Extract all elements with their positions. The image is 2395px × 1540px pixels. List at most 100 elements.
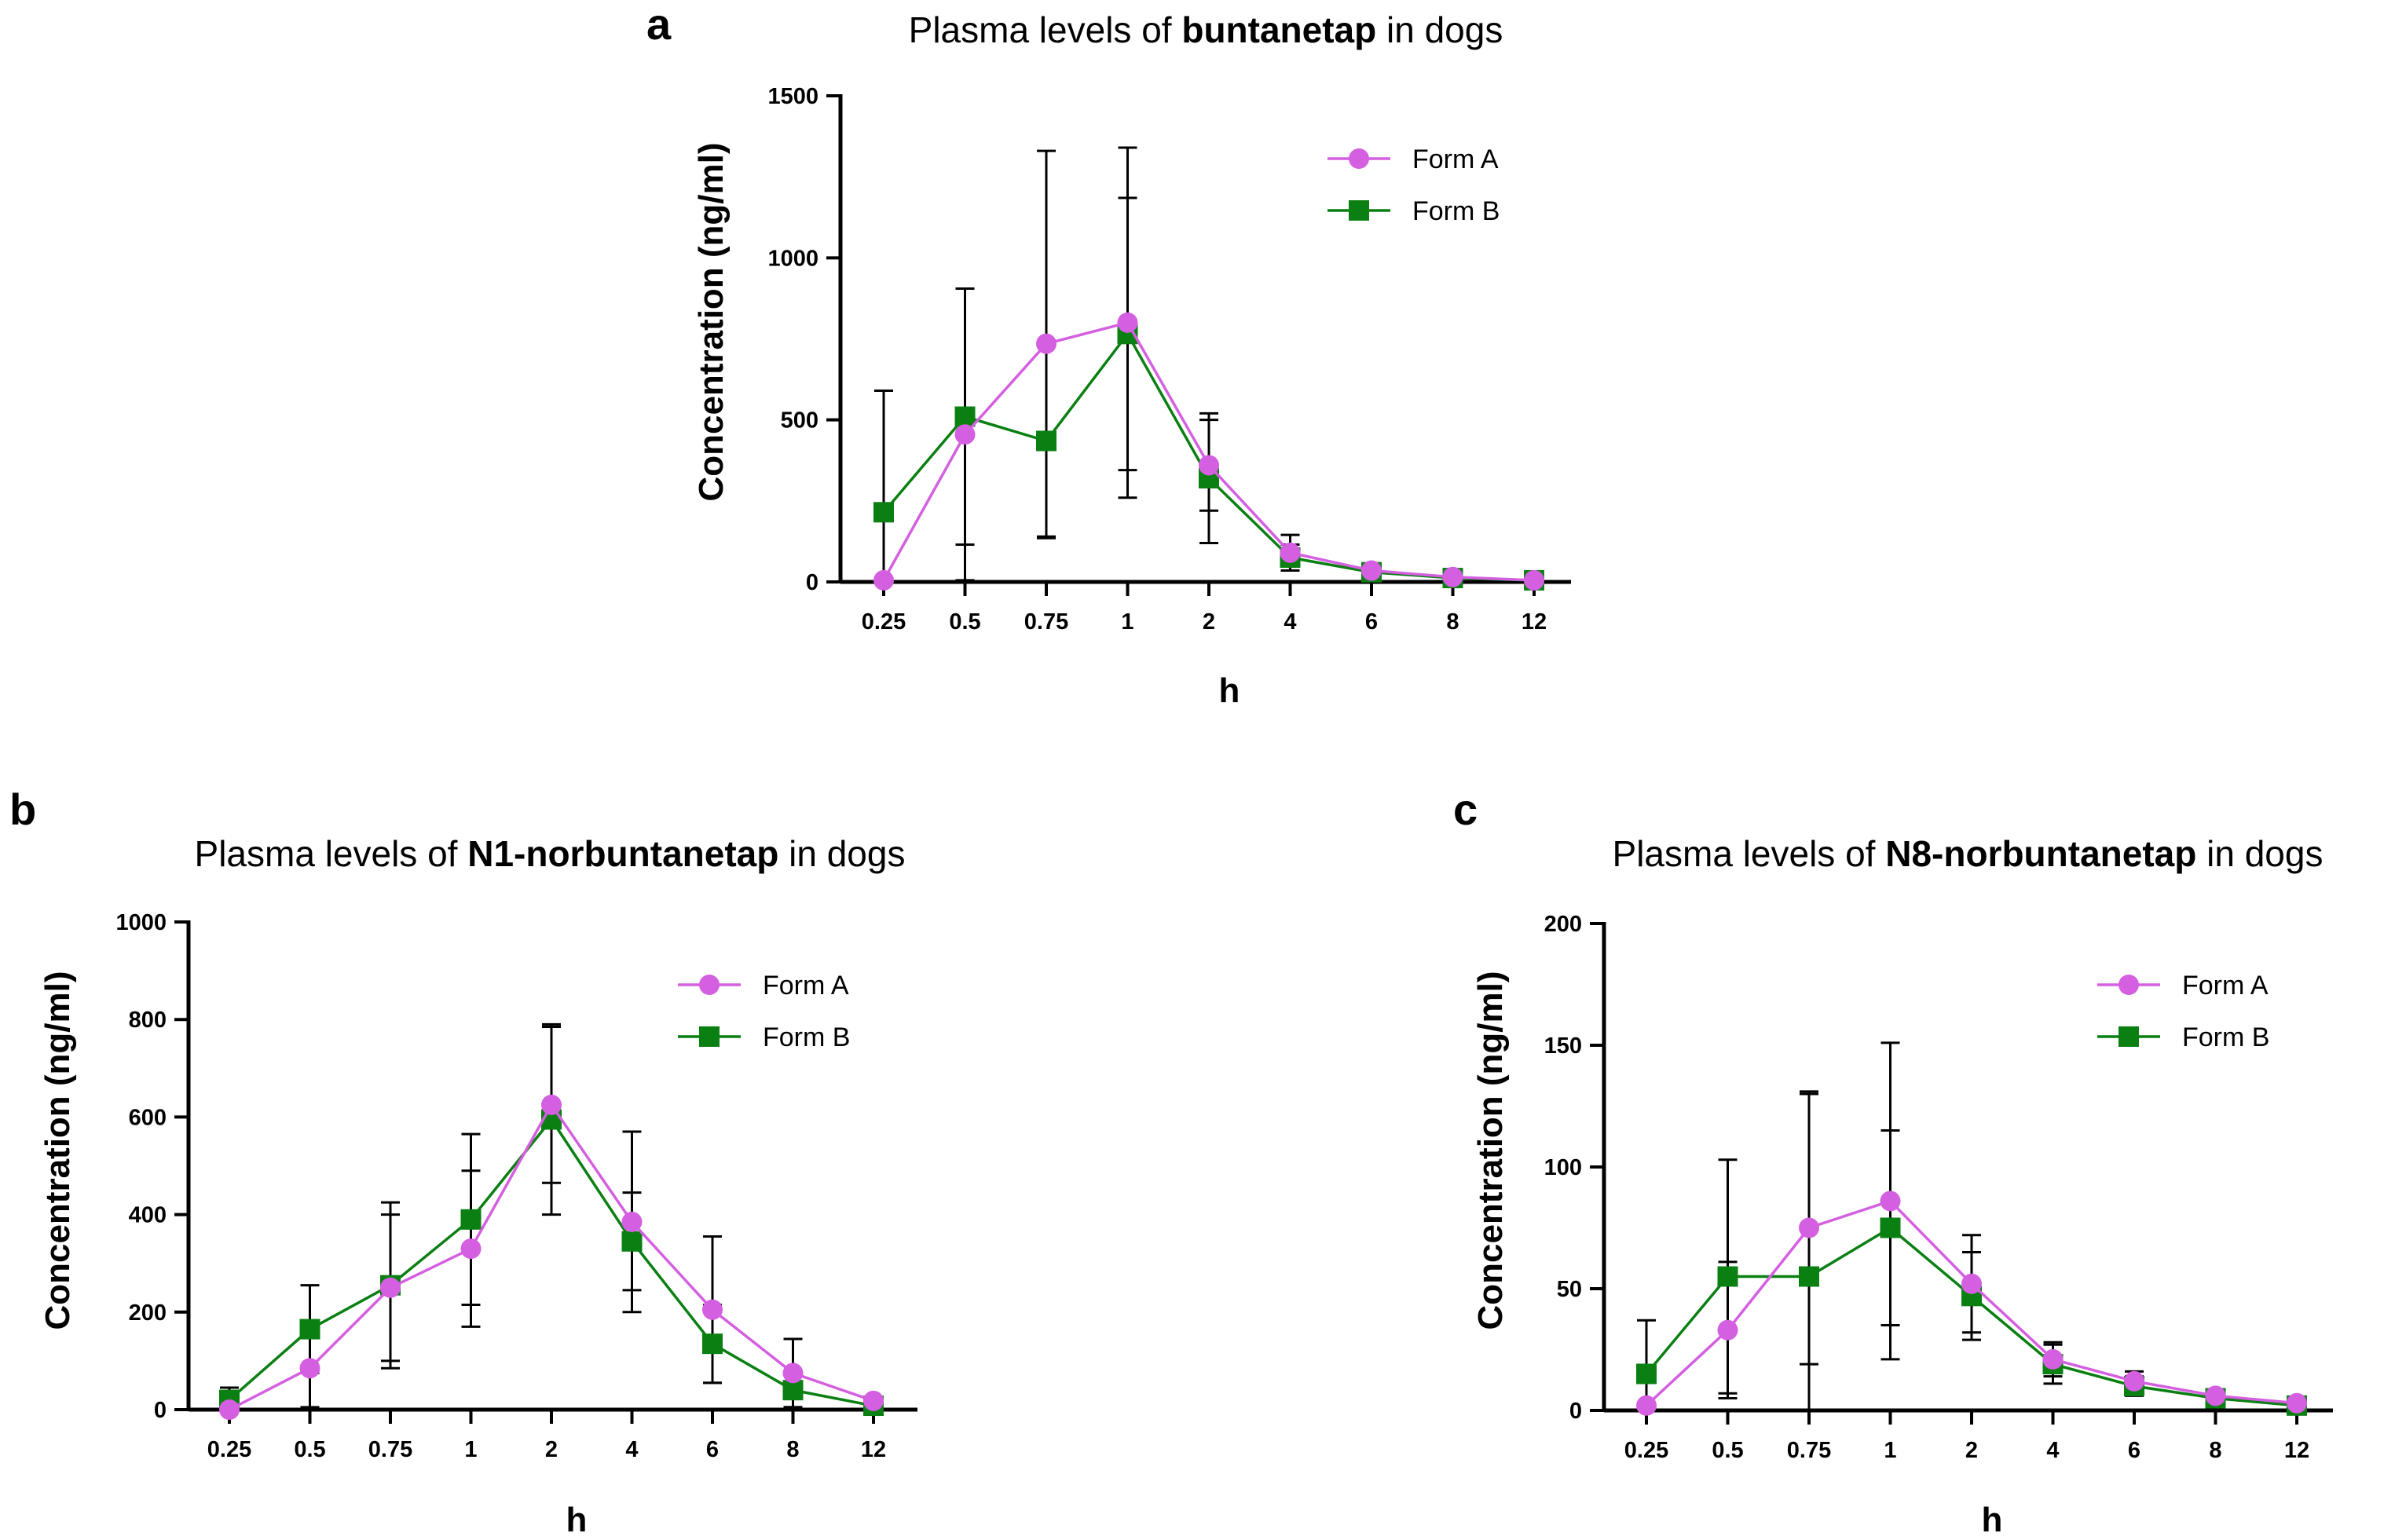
title-suffix: in dogs [778, 833, 905, 874]
y-tick-label: 150 [1544, 1033, 1582, 1059]
x-tick-label: 12 [861, 1437, 886, 1462]
x-tick-label: 0.75 [1024, 609, 1068, 635]
chart-panel-b: b Plasma levels of N1-norbuntanetap in do… [9, 785, 917, 1539]
data-point-form-a [1961, 1273, 1982, 1294]
data-point-form-a [1361, 560, 1382, 581]
y-tick-label: 600 [129, 1105, 167, 1130]
data-point-form-b [782, 1380, 804, 1401]
legend-label-form-b: Form B [763, 1022, 850, 1052]
error-bars-form-a [300, 1026, 883, 1409]
panel-letter: a [646, 0, 672, 49]
data-point-form-a [1117, 312, 1138, 333]
data-point-form-a [1524, 569, 1544, 591]
y-tick-label: 1000 [115, 910, 167, 935]
y-tick-label: 0 [806, 570, 818, 595]
error-bars-form-b [220, 1022, 883, 1410]
data-point-form-b [1636, 1363, 1657, 1385]
panel-letter: b [9, 785, 36, 834]
legend: Form A Form B [1328, 144, 1500, 226]
y-tick-label: 0 [154, 1398, 167, 1423]
x-tick-label: 0.25 [1624, 1438, 1668, 1463]
data-point-form-a [380, 1277, 401, 1298]
legend: Form A Form B [2097, 971, 2269, 1052]
title-prefix: Plasma levels of [195, 833, 468, 874]
x-tick-label: 2 [545, 1437, 558, 1462]
x-tick-label: 6 [2128, 1438, 2140, 1463]
title-drug: N8-norbuntanetap [1885, 833, 2196, 874]
x-tick-label: 4 [2046, 1438, 2059, 1463]
chart-title: Plasma levels of N8-norbuntanetap in dog… [1613, 833, 2324, 874]
y-tick-label: 50 [1557, 1277, 1582, 1302]
data-point-form-b [1799, 1266, 1819, 1287]
x-tick-label: 1 [464, 1437, 477, 1462]
data-point-form-a [863, 1390, 884, 1411]
data-point-form-a [299, 1358, 320, 1379]
y-axis-label: Concentration (ng/ml) [38, 971, 77, 1330]
legend-marker-form-b [699, 1026, 720, 1047]
title-prefix: Plasma levels of [1613, 833, 1886, 874]
data-point-form-a [873, 569, 894, 591]
x-tick-label: 0.75 [368, 1437, 412, 1462]
x-tick-label: 0.5 [949, 609, 980, 635]
title-prefix: Plasma levels of [909, 9, 1182, 50]
data-point-form-a [621, 1211, 643, 1232]
x-tick-label: 12 [2284, 1438, 2309, 1463]
data-point-form-a [460, 1238, 482, 1260]
x-tick-label: 0.5 [294, 1437, 325, 1462]
data-point-form-a [782, 1363, 804, 1384]
data-point-form-a [2205, 1385, 2226, 1406]
chart-title: Plasma levels of N1-norbuntanetap in dog… [195, 833, 906, 874]
x-tick-label: 8 [786, 1437, 799, 1462]
error-bars-form-b [874, 196, 1544, 583]
data-point-form-a [219, 1399, 240, 1420]
x-axis-label: h [1982, 1501, 2003, 1539]
data-point-form-b [702, 1333, 723, 1355]
y-tick-label: 1500 [767, 84, 818, 109]
data-point-form-a [1199, 455, 1219, 476]
data-point-form-a [954, 424, 976, 445]
legend-label-form-a: Form A [763, 971, 849, 1000]
chart-panel-a: a Plasma levels of buntanetap in dogs 0 500… [646, 0, 1571, 710]
x-tick-label: 0.75 [1787, 1438, 1831, 1463]
y-tick-label: 200 [129, 1300, 167, 1326]
data-point-form-a [1280, 542, 1301, 563]
data-point-form-a [1442, 566, 1463, 587]
x-tick-label: 4 [625, 1437, 638, 1462]
legend-marker-form-a [699, 975, 720, 995]
data-point-form-a [1636, 1395, 1657, 1416]
x-tick-label: 2 [1965, 1438, 1978, 1463]
x-tick-label: 0.25 [207, 1437, 251, 1462]
panel-letter: c [1453, 785, 1478, 834]
data-point-form-b [954, 406, 976, 427]
title-drug: buntanetap [1181, 9, 1376, 50]
y-tick-label: 200 [1544, 912, 1582, 937]
x-tick-label: 8 [2209, 1438, 2221, 1463]
data-point-form-a [702, 1299, 723, 1320]
data-point-form-a [2042, 1348, 2064, 1370]
data-point-form-a [1880, 1191, 1901, 1212]
data-point-form-b [1036, 430, 1057, 452]
title-suffix: in dogs [2196, 833, 2323, 874]
data-point-form-b [1717, 1266, 1738, 1287]
legend-label-form-b: Form B [2182, 1022, 2269, 1052]
series-form-a [219, 1094, 884, 1420]
data-point-form-a [1036, 333, 1057, 354]
x-tick-label: 12 [1522, 609, 1547, 635]
x-axis-label: h [566, 1501, 588, 1539]
y-axis-label: Concentration (ng/ml) [692, 142, 731, 501]
data-point-form-b [460, 1209, 482, 1230]
chart-title: Plasma levels of buntanetap in dogs [909, 9, 1503, 50]
error-bars-form-b [1637, 1092, 2306, 1410]
x-tick-label: 4 [1284, 609, 1296, 635]
data-point-form-a [1799, 1217, 1819, 1238]
data-point-form-a [541, 1094, 562, 1115]
x-tick-label: 0.5 [1712, 1438, 1743, 1463]
x-tick-label: 2 [1203, 609, 1215, 635]
x-tick-label: 8 [1446, 609, 1459, 635]
legend-marker-form-a [2119, 975, 2139, 995]
x-tick-label: 6 [706, 1437, 719, 1462]
legend-label-form-b: Form B [1412, 196, 1500, 226]
x-axis-label: h [1219, 671, 1240, 710]
data-point-form-b [621, 1231, 643, 1252]
